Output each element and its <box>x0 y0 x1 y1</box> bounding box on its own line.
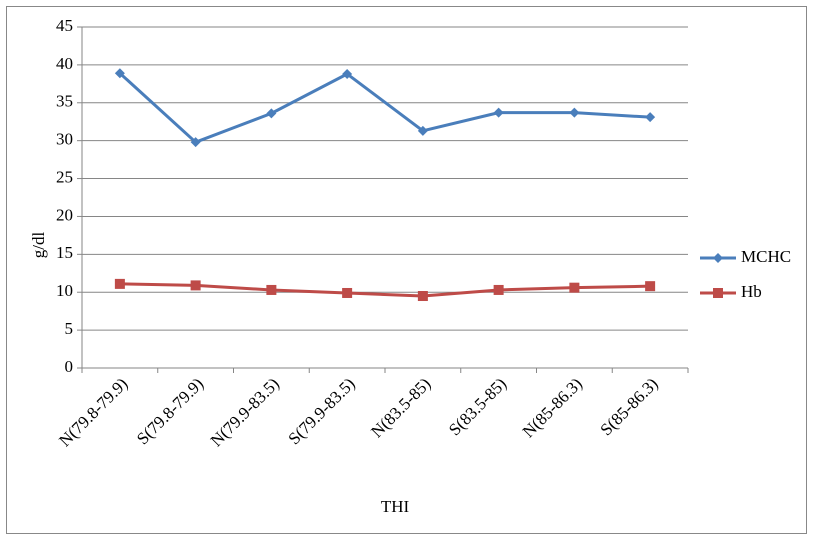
y-tick-label: 10 <box>56 281 73 300</box>
point <box>569 107 580 118</box>
y-tick-label: 0 <box>65 357 74 376</box>
point <box>266 284 277 295</box>
point <box>342 68 353 79</box>
series-line <box>118 72 651 144</box>
legend-marker <box>713 253 723 263</box>
point <box>266 108 277 119</box>
y-tick-label: 40 <box>56 54 73 73</box>
y-tick-label: 20 <box>56 205 73 224</box>
point <box>417 291 428 302</box>
y-tick-label: 45 <box>56 16 73 35</box>
legend-label: MCHC <box>741 247 791 266</box>
y-tick-label: 30 <box>56 130 73 149</box>
y-tick-label: 5 <box>65 319 74 338</box>
y-axis-title: g/dl <box>29 232 48 259</box>
x-axis-title: THI <box>381 497 410 516</box>
y-tick-label: 15 <box>56 243 73 262</box>
point <box>114 278 125 289</box>
legend-label: Hb <box>741 282 762 301</box>
point <box>569 282 580 293</box>
point <box>417 125 428 136</box>
chart-frame <box>6 6 807 534</box>
point <box>493 107 504 118</box>
legend-marker <box>713 288 723 298</box>
point <box>342 287 353 298</box>
series-line <box>119 282 651 298</box>
point <box>114 68 125 79</box>
y-tick-label: 25 <box>56 167 73 186</box>
y-tick-label: 35 <box>56 92 73 111</box>
point <box>190 280 201 291</box>
point <box>493 284 504 295</box>
point <box>645 112 656 123</box>
point <box>190 137 201 148</box>
point <box>645 281 656 292</box>
